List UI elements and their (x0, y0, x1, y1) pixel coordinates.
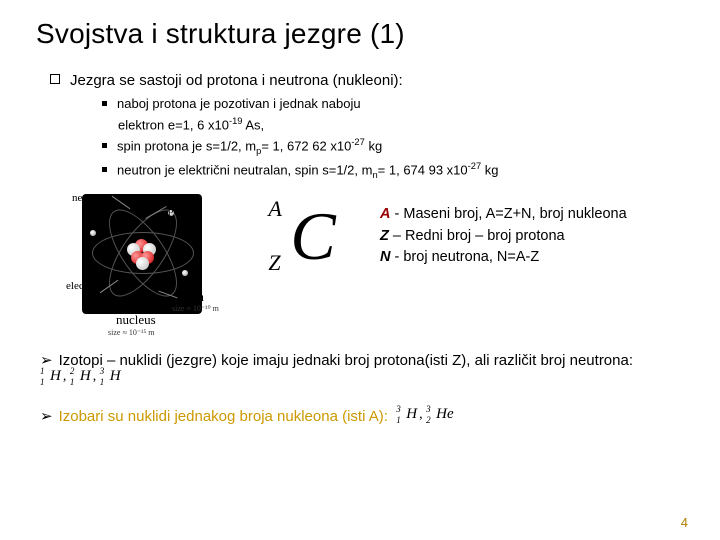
bullet-3: neutron je električni neutralan, spin s=… (102, 160, 684, 182)
nuclide-notation: A Z C (258, 202, 368, 270)
bullet-1-line2-post: As, (242, 117, 264, 132)
label-nucleus: nucleus (116, 312, 156, 328)
element-symbol: A Z C (290, 202, 335, 270)
bullet-1: naboj protona je pozotivan i jednak nabo… (102, 95, 684, 114)
bullet-1-line1: naboj protona je pozotivan i jednak nabo… (117, 96, 361, 111)
def-Z-label: Z (380, 228, 389, 244)
def-A-text: - Maseni broj, A=Z+N, broj nukleona (390, 206, 626, 222)
bullet-1-cont: elektron e=1, 6 x10-19 As, (118, 115, 684, 135)
izobari-item: ➢ Izobari su nuklidi jednakog broja nukle… (40, 407, 684, 426)
def-N-label: N (380, 249, 390, 265)
b2-mid: = 1, 672 62 x10 (261, 138, 351, 153)
small-bullet-icon (102, 101, 107, 106)
def-N: N - broj neutrona, N=A-Z (380, 247, 627, 269)
intro-text: Jezgra se sastoji od protona i neutrona … (70, 72, 403, 89)
b3-exp: -27 (468, 161, 482, 171)
b3-post: kg (481, 162, 498, 177)
square-bullet-icon (50, 74, 60, 84)
izotopi-text: Izotopi – nuklidi (jezgre) koje imaju je… (59, 352, 633, 369)
bullet-1-exp: -19 (229, 116, 243, 126)
intro-line: Jezgra se sastoji od protona i neutrona … (50, 72, 684, 89)
isobar-formula-1: 31H, 32He (396, 406, 455, 423)
nucleus-cluster (127, 239, 157, 269)
label-atom-size: size ≈ 10⁻¹⁰ m (172, 304, 219, 313)
atomic-number-Z: Z (268, 252, 280, 274)
middle-row: neutron proton electron atom size ≈ 10⁻¹… (36, 194, 684, 329)
symbol-C: C (290, 198, 335, 274)
b3-pre: neutron je električni neutralan, spin s=… (117, 162, 372, 177)
slide: Svojstva i struktura jezgre (1) Jezgra s… (0, 0, 720, 540)
def-A-label: A (380, 206, 390, 222)
def-A: A - Maseni broj, A=Z+N, broj nukleona (380, 204, 627, 226)
b2-pre: spin protona je s=1/2, m (117, 138, 256, 153)
izobari-text: Izobari su nuklidi jednakog broja nukleo… (59, 408, 388, 425)
isotope-formula-1: 11H, 21H, 31H (40, 368, 123, 385)
definitions: A - Maseni broj, A=Z+N, broj nukleona Z … (380, 204, 627, 269)
electron-dot (90, 230, 96, 236)
arrow-icon: ➢ (40, 408, 53, 425)
atom-diagram: neutron proton electron atom size ≈ 10⁻¹… (72, 194, 252, 329)
page-number: 4 (681, 515, 688, 530)
bullet-2: spin protona je s=1/2, mp= 1, 672 62 x10… (102, 136, 684, 158)
bullet-1-line2-pre: elektron e=1, 6 x10 (118, 117, 229, 132)
label-electron: electron (66, 280, 101, 292)
small-bullet-icon (102, 167, 107, 172)
neutron-ball (136, 257, 149, 270)
def-Z-text: – Redni broj – broj protona (389, 228, 565, 244)
def-Z: Z – Redni broj – broj protona (380, 226, 627, 248)
b3-mid: = 1, 674 93 x10 (378, 162, 468, 177)
def-N-text: - broj neutrona, N=A-Z (390, 249, 539, 265)
mass-number-A: A (268, 198, 281, 220)
lower-section: ➢ Izotopi – nuklidi (jezgre) koje imaju j… (36, 351, 684, 425)
sub-bullet-list: naboj protona je pozotivan i jednak nabo… (102, 95, 684, 182)
label-proton: proton (168, 204, 197, 216)
b2-post: kg (365, 138, 382, 153)
label-atom: atom (178, 289, 204, 305)
slide-title: Svojstva i struktura jezgre (1) (36, 18, 684, 50)
small-bullet-icon (102, 143, 107, 148)
b2-exp: -27 (351, 137, 365, 147)
electron-dot (182, 270, 188, 276)
label-nucleus-size: size ≈ 10⁻¹⁵ m (108, 328, 154, 337)
izotopi-item: ➢Izotopi – nuklidi (jezgre) koje imaju j… (40, 351, 684, 387)
label-neutron: neutron (72, 192, 106, 204)
